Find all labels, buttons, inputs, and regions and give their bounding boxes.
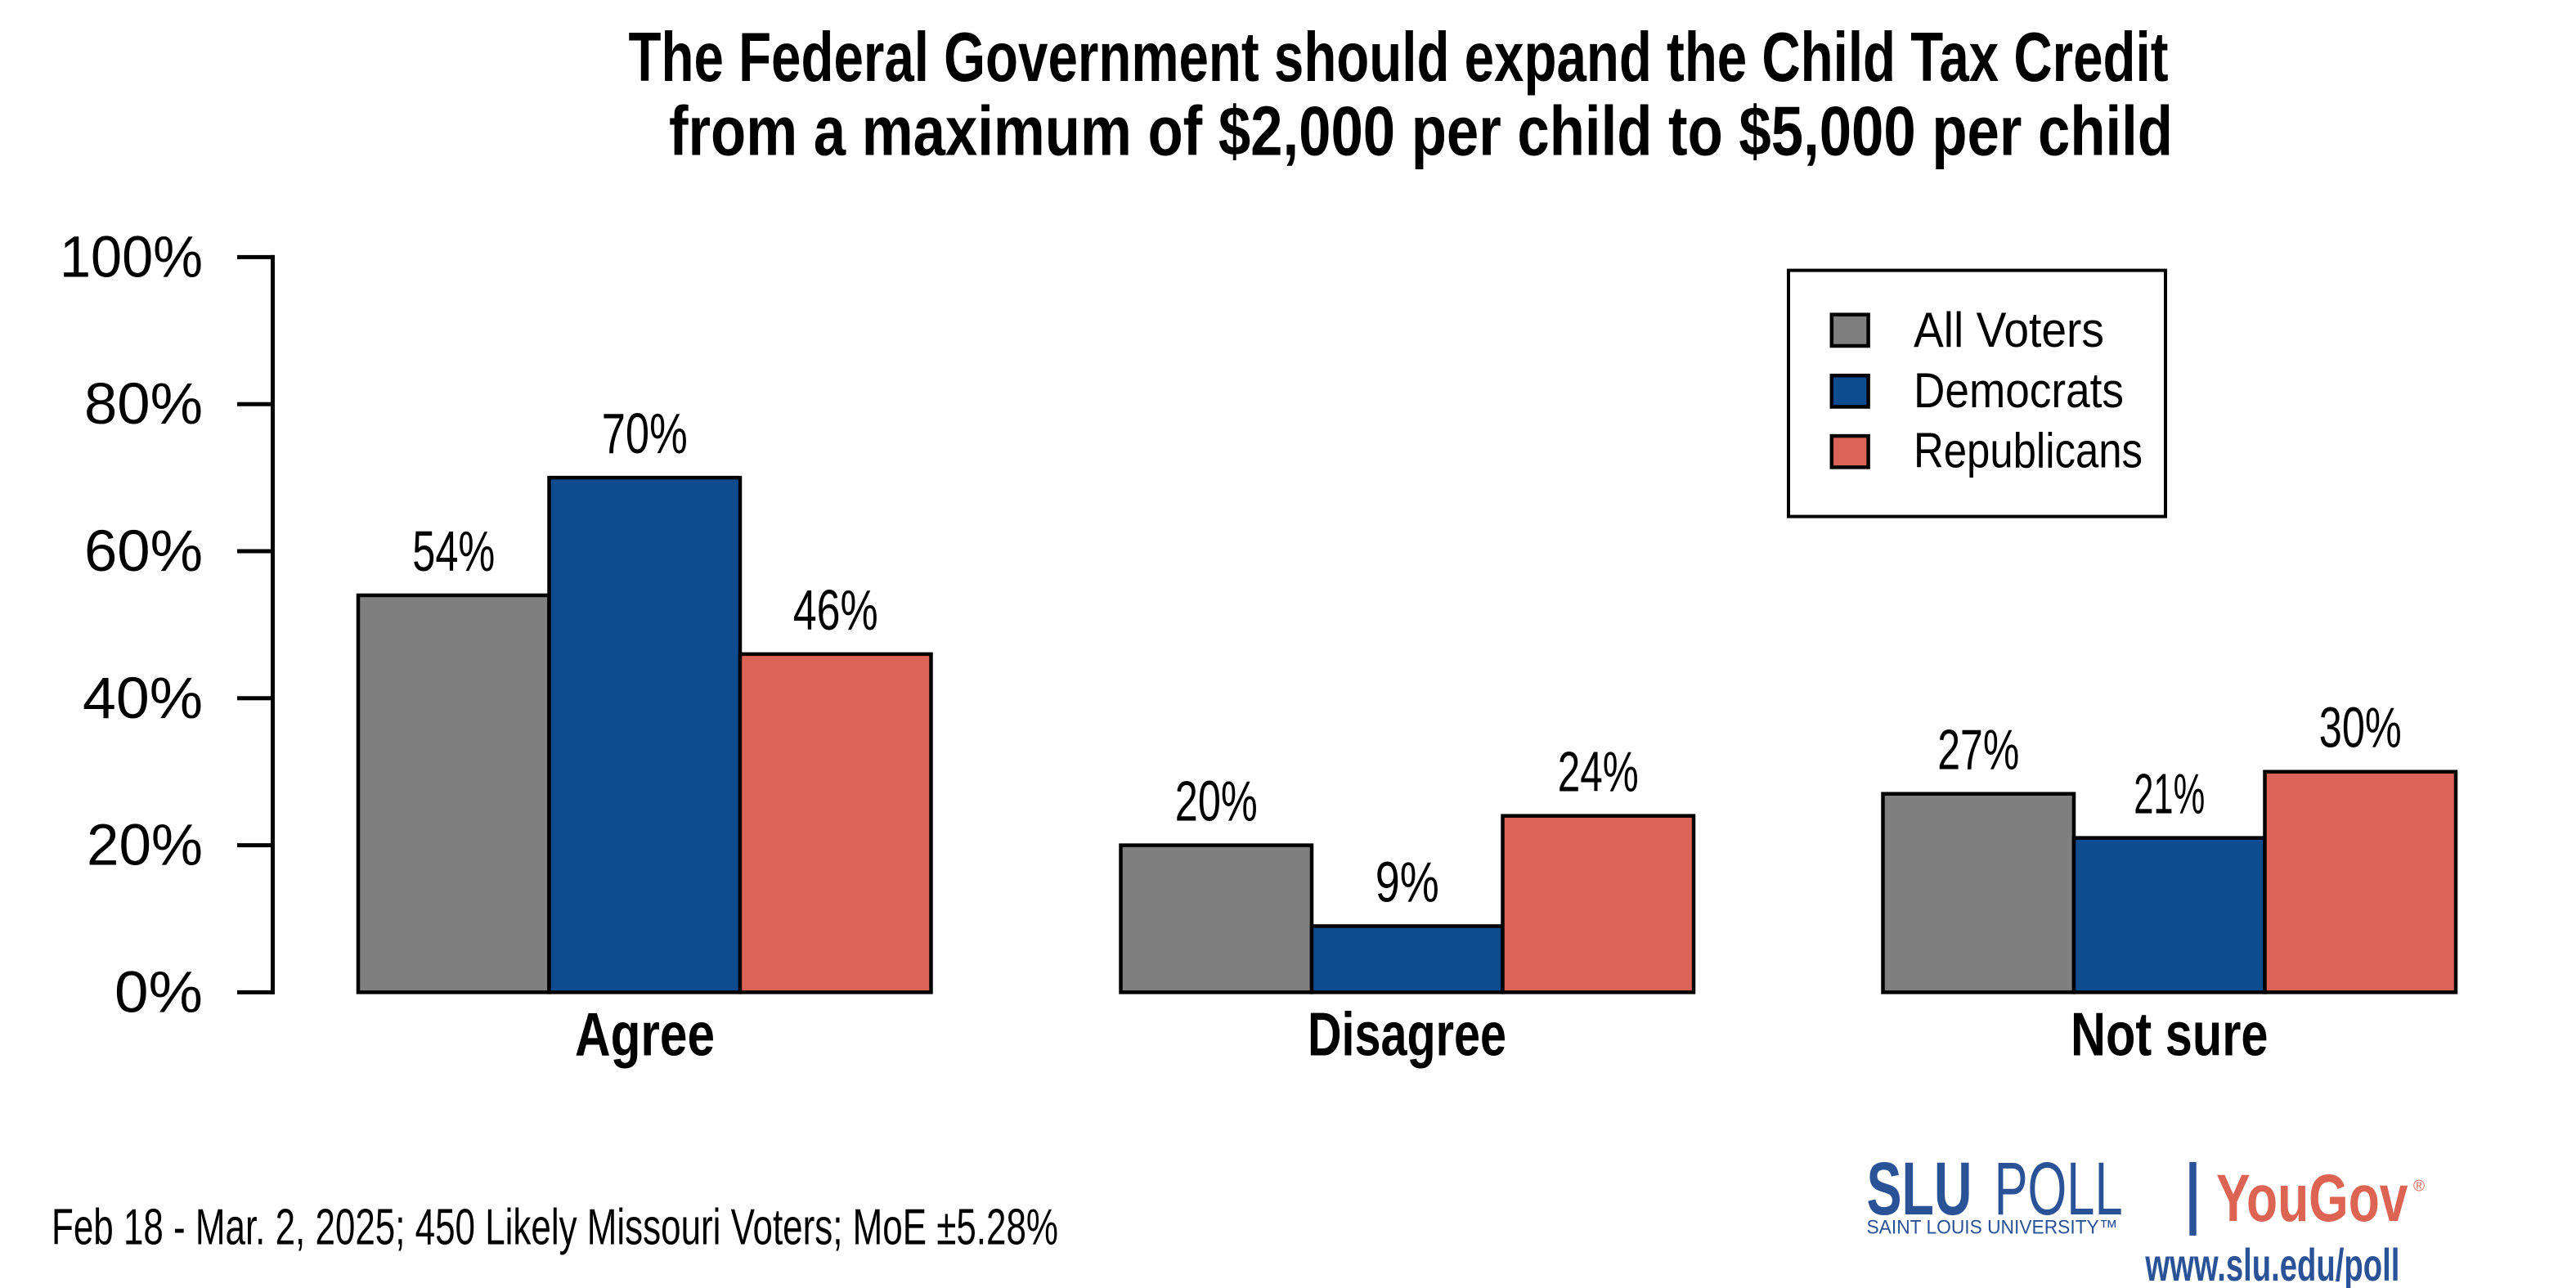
- svg-text:24%: 24%: [1558, 740, 1639, 804]
- svg-text:Democrats: Democrats: [1914, 363, 2124, 418]
- svg-text:40%: 40%: [83, 666, 203, 731]
- svg-text:70%: 70%: [602, 402, 688, 465]
- svg-text:The Federal Government should: The Federal Government should expand the…: [629, 19, 2169, 96]
- svg-text:SLU: SLU: [1867, 1147, 1972, 1231]
- svg-text:Disagree: Disagree: [1308, 1000, 1506, 1069]
- svg-text:POLL: POLL: [1995, 1147, 2123, 1231]
- svg-text:SAINT LOUIS UNIVERSITY™: SAINT LOUIS UNIVERSITY™: [1867, 1217, 2118, 1239]
- svg-text:54%: 54%: [412, 519, 495, 583]
- svg-text:0%: 0%: [114, 960, 203, 1025]
- svg-text:27%: 27%: [1937, 718, 2019, 782]
- svg-text:Not sure: Not sure: [2071, 1000, 2269, 1069]
- svg-text:100%: 100%: [60, 225, 203, 289]
- svg-text:20%: 20%: [1175, 770, 1258, 833]
- svg-text:YouGov: YouGov: [2216, 1161, 2408, 1236]
- svg-text:30%: 30%: [2319, 696, 2402, 760]
- svg-text:60%: 60%: [84, 519, 203, 584]
- svg-text:46%: 46%: [793, 578, 878, 642]
- svg-text:from a maximum of $2,000 per c: from a maximum of $2,000 per child to $5…: [669, 93, 2173, 171]
- svg-text:®: ®: [2413, 1178, 2425, 1196]
- svg-text:www.slu.edu/poll: www.slu.edu/poll: [2145, 1239, 2400, 1288]
- svg-text:20%: 20%: [87, 814, 203, 878]
- svg-text:Feb 18 - Mar. 2, 2025; 450 Lik: Feb 18 - Mar. 2, 2025; 450 Likely Missou…: [52, 1200, 1058, 1256]
- svg-text:Agree: Agree: [575, 1000, 715, 1069]
- svg-text:All Voters: All Voters: [1914, 303, 2104, 357]
- svg-text:21%: 21%: [2134, 762, 2205, 826]
- svg-text:80%: 80%: [84, 372, 203, 437]
- svg-text:Republicans: Republicans: [1914, 423, 2143, 478]
- svg-text:9%: 9%: [1376, 850, 1439, 914]
